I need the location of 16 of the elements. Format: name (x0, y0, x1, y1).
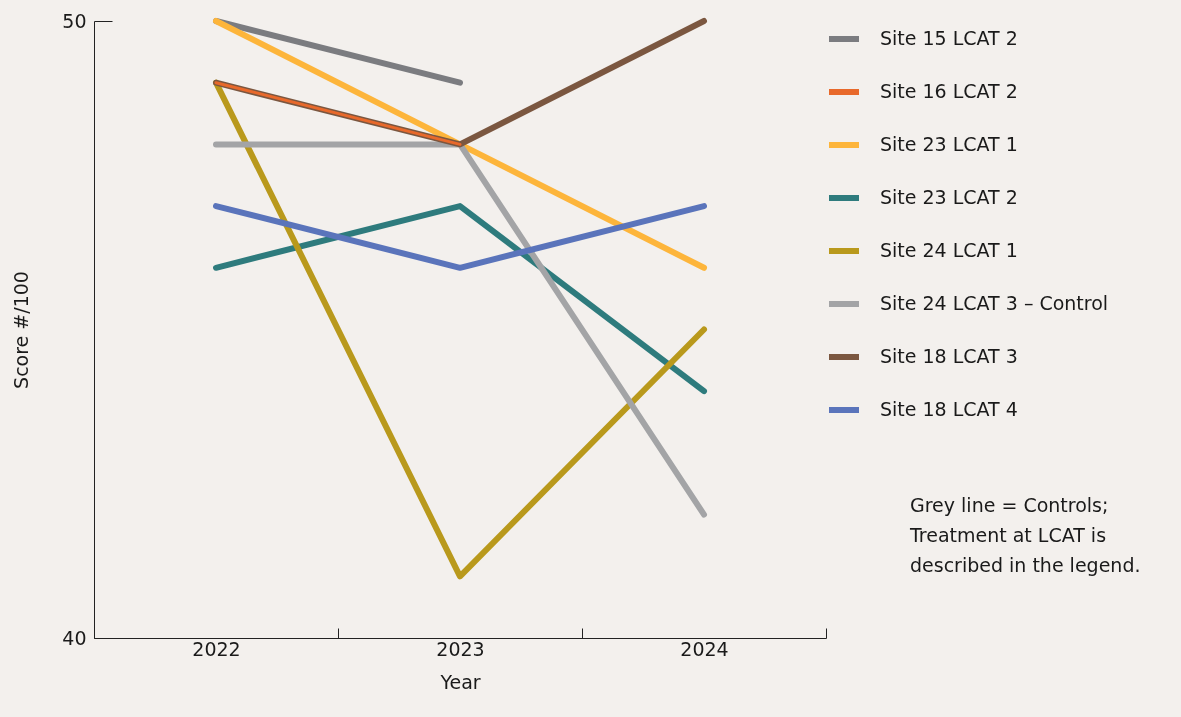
legend-label: Site 18 LCAT 4 (880, 398, 1018, 420)
legend-label: Site 23 LCAT 2 (880, 186, 1018, 208)
legend-label: Site 24 LCAT 3 – Control (880, 292, 1109, 314)
x-tick-label: 2022 (192, 637, 241, 660)
x-tick-label: 2023 (436, 637, 485, 660)
x-tick-label: 2024 (680, 637, 729, 660)
legend-label: Site 16 LCAT 2 (880, 80, 1018, 102)
legend-label: Site 23 LCAT 1 (880, 133, 1018, 155)
legend-label: Site 18 LCAT 3 (880, 345, 1018, 367)
y-tick-label: 50 (62, 9, 87, 32)
text: Grey line = Controls; Treatment at LCAT is described in the legend. (910, 493, 1142, 578)
y-tick-label: 40 (62, 626, 87, 649)
legend-label: Site 15 LCAT 2 (880, 27, 1018, 49)
legend-label: Site 24 LCAT 1 (880, 239, 1018, 261)
y-axis-title: Score #/100 (10, 271, 33, 389)
x-axis-title: Year (439, 670, 481, 693)
